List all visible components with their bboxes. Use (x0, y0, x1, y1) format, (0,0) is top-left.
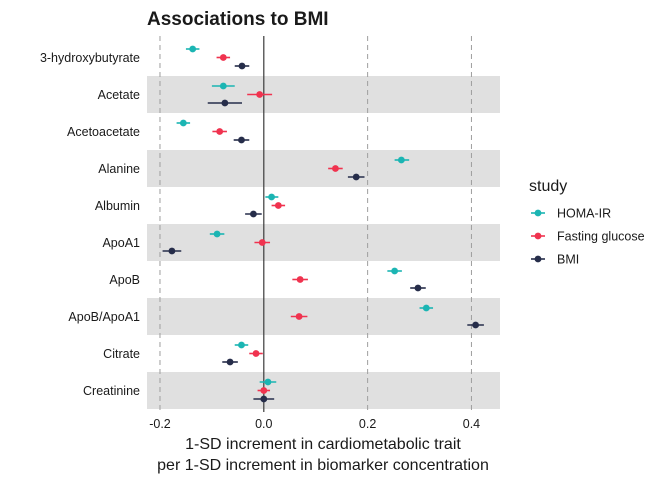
point-fasting-glucose (260, 387, 268, 394)
point-homa-ir (238, 341, 245, 349)
point-bmi (414, 284, 422, 292)
legend-key-point (534, 209, 542, 217)
y-tick-labels: 3-hydroxybutyrate Acetate Acetoacetate Alan… (40, 51, 140, 398)
legend-key-point (534, 255, 542, 263)
point-fasting-glucose (332, 165, 339, 172)
point-homa-ir (179, 119, 187, 127)
point-homa-ir (268, 193, 275, 201)
y-tick-label: ApoA1 (102, 236, 140, 250)
row-band (147, 150, 500, 187)
legend: study HOMA-IR Fasting glucose BMI (529, 178, 645, 267)
x-tick-labels: -0.2 0.0 0.2 0.4 (149, 417, 480, 431)
x-tick-label: 0.4 (463, 417, 480, 431)
x-tick-label: 0.2 (359, 417, 376, 431)
point-homa-ir (213, 230, 221, 238)
legend-label: BMI (557, 253, 579, 267)
point-fasting-glucose (296, 276, 304, 283)
reference-lines (159, 36, 472, 412)
point-bmi (168, 247, 176, 255)
point-bmi (238, 62, 246, 70)
data-marks (162, 45, 484, 403)
legend-key-point (534, 232, 542, 240)
point-fasting-glucose (219, 54, 227, 61)
y-tick-label: ApoB/ApoA1 (68, 310, 140, 324)
point-fasting-glucose (258, 239, 266, 246)
x-tick-label: 0.0 (255, 417, 272, 431)
point-fasting-glucose (256, 91, 264, 98)
x-tick-label: -0.2 (149, 417, 171, 431)
point-homa-ir (264, 378, 272, 386)
point-fasting-glucose (295, 313, 303, 320)
point-homa-ir (422, 304, 430, 312)
y-tick-label: ApoB (109, 273, 140, 287)
point-bmi (226, 358, 234, 366)
point-bmi (238, 136, 245, 144)
y-tick-label: Albumin (95, 199, 140, 213)
row-band (147, 76, 500, 113)
legend-title: study (529, 178, 567, 195)
y-tick-label: Acetate (98, 88, 140, 102)
point-fasting-glucose (252, 350, 260, 357)
point-homa-ir (391, 267, 399, 275)
chart-title: Associations to BMI (147, 9, 329, 30)
y-tick-label: Citrate (103, 347, 140, 361)
y-tick-label: Acetoacetate (67, 125, 140, 139)
y-tick-label: Alanine (98, 162, 140, 176)
point-bmi (221, 99, 229, 107)
legend-label: HOMA-IR (557, 207, 611, 221)
point-homa-ir (189, 45, 197, 53)
y-tick-label: 3-hydroxybutyrate (40, 51, 140, 65)
legend-label: Fasting glucose (557, 230, 645, 244)
point-homa-ir (219, 82, 227, 90)
point-fasting-glucose (274, 202, 282, 209)
row-band (147, 372, 500, 409)
point-bmi (352, 173, 360, 181)
row-bands (147, 76, 500, 409)
point-homa-ir (397, 156, 405, 164)
point-fasting-glucose (216, 128, 224, 135)
x-axis-title-line-1: 1-SD increment in cardiometabolic trait (185, 436, 461, 453)
row-band (147, 224, 500, 261)
row-band (147, 298, 500, 335)
point-bmi (260, 395, 268, 403)
x-axis-title-line-2: per 1-SD increment in biomarker concentr… (157, 457, 489, 474)
point-bmi (250, 210, 257, 218)
point-bmi (472, 321, 480, 329)
y-tick-label: Creatinine (83, 384, 140, 398)
